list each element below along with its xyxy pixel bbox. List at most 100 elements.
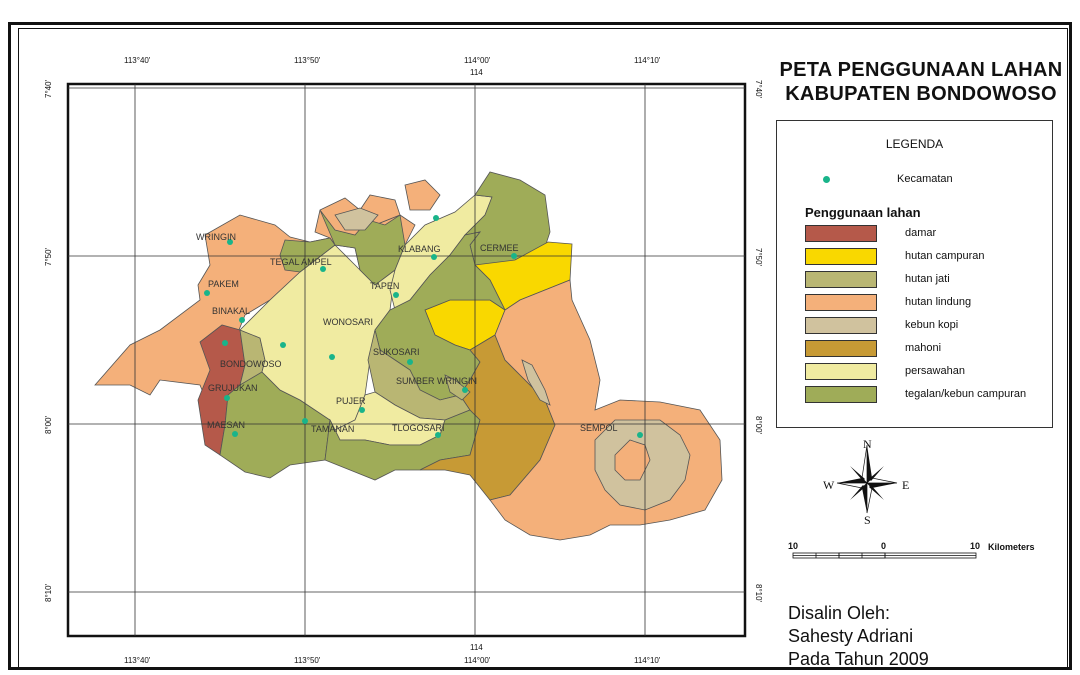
district-point-sempol [637, 432, 643, 438]
credit-line3: Pada Tahun 2009 [788, 649, 929, 669]
bottom-coord-3: 114°00' [464, 656, 491, 665]
left-coord-4: 8°10' [44, 583, 53, 602]
polygon-tegalan-tegal-ampel [279, 237, 336, 273]
right-coord-4: 8°10' [754, 584, 763, 603]
scale-bar [792, 552, 977, 559]
district-point-klabang2 [431, 254, 437, 260]
graticule [68, 84, 745, 636]
district-label-tamanan: TAMANAN [311, 424, 354, 434]
scale-label-mid: 0 [881, 541, 887, 551]
right-coord-3: 8°00' [754, 416, 763, 435]
district-point-sumber-wringin [462, 387, 468, 393]
legend-label: hutan jati [905, 273, 950, 285]
legend-label: tegalan/kebun campuran [905, 388, 1027, 400]
top-center-label: 114 [470, 68, 483, 77]
polygon-hutan-jati-ridge [444, 374, 471, 401]
left-coord-2: 7°50' [44, 247, 53, 266]
legend-label: damar [905, 227, 937, 239]
legend-swatch-hutan-campuran [805, 248, 877, 265]
compass-n: N [863, 437, 872, 451]
compass-s: S [864, 513, 871, 527]
district-points [204, 215, 643, 438]
left-coord-3: 8°00' [44, 415, 53, 434]
right-coord-1: 7°40' [754, 80, 763, 99]
district-label-binakal: BINAKAL [212, 306, 250, 316]
district-point-cermee [511, 253, 517, 259]
polygon-persawahan-center [239, 244, 396, 431]
district-point-binakal [239, 317, 245, 323]
district-label-pujer: PUJER [336, 396, 366, 406]
scale-unit: Kilometers [988, 542, 1035, 552]
legend-label: persawahan [905, 365, 965, 377]
kecamatan-label: Kecamatan [897, 173, 953, 185]
bottom-coord-2: 113°50' [294, 656, 321, 665]
district-label-klabang: KLABANG [398, 244, 441, 254]
legend-label: mahoni [905, 342, 942, 354]
credit-line2: Sahesty Adriani [788, 626, 914, 646]
legend-swatch-persawahan [805, 363, 877, 380]
compass-e: E [902, 478, 910, 492]
credit-line1: Disalin Oleh: [788, 603, 891, 623]
legend-swatch-mahoni [805, 340, 877, 357]
landuse-title: Penggunaan lahan [805, 205, 921, 220]
bottom-coord-1: 113°40' [124, 656, 151, 665]
compass-rose [836, 444, 898, 514]
right-coord-2: 7°50' [754, 248, 763, 267]
district-point-maesan [232, 431, 238, 437]
district-point-pujer [359, 407, 365, 413]
legend-swatch-kebun-kopi [805, 317, 877, 334]
district-label-wringin: WRINGIN [196, 232, 236, 242]
map-title: PETA PENGGUNAAN LAHAN KABUPATEN BONDOWOS… [776, 58, 1066, 106]
kecamatan-symbol [823, 176, 830, 183]
legend-swatch-tegalan-kebun-campuran [805, 386, 877, 403]
district-point-tegal-ampel [320, 266, 326, 272]
district-label-tapen: TAPEN [370, 281, 399, 291]
district-point-tlogosari [435, 432, 441, 438]
district-label-sempol: SEMPOL [580, 423, 618, 433]
inner-frame [18, 28, 1068, 668]
district-point-wonosari [329, 354, 335, 360]
scale-label-left: 10 [788, 541, 799, 551]
district-point-grujukan [224, 395, 230, 401]
top-coord-1: 113°40' [124, 56, 151, 65]
legend-label: hutan lindung [905, 296, 972, 308]
district-label-bondowoso: BONDOWOSO [220, 359, 282, 369]
polygon-kebun-kopi-north [334, 207, 379, 231]
district-label-wonosari: WONOSARI [323, 317, 373, 327]
top-coord-2: 113°50' [294, 56, 321, 65]
district-label-sukosari: SUKOSARI [373, 347, 420, 357]
polygon-hutan-lindung-klabang [404, 179, 441, 211]
bottom-coord-4: 114°10' [634, 656, 661, 665]
district-point-sukosari [407, 359, 413, 365]
district-label-sumber-wringin: SUMBER WRINGIN [396, 376, 477, 386]
top-coord-3: 114°00' [464, 56, 491, 65]
legend-label: kebun kopi [905, 319, 959, 331]
district-label-maesan: MAESAN [207, 420, 245, 430]
bottom-center-label: 114 [470, 643, 483, 652]
district-point-pakem [204, 290, 210, 296]
polygon-kebun-kopi-east-strip [521, 359, 551, 406]
district-label-cermee: CERMEE [480, 243, 519, 253]
credit-block: Disalin Oleh: Sahesty Adriani Pada Tahun… [788, 602, 929, 671]
district-point-tapen [393, 292, 399, 298]
compass-w: W [823, 478, 835, 492]
district-label-pakem: PAKEM [208, 279, 239, 289]
district-point-center [280, 342, 286, 348]
legend-label: hutan campuran [905, 250, 985, 262]
landuse-polygons [94, 171, 723, 541]
district-point-tamanan [302, 418, 308, 424]
top-coord-4: 114°10' [634, 56, 661, 65]
district-label-grujukan: GRUJUKAN [208, 383, 258, 393]
legend-title: LEGENDA [885, 137, 944, 151]
district-label-tegal-ampel: TEGAL AMPEL [270, 257, 332, 267]
map-title-line1: PETA PENGGUNAAN LAHAN [779, 59, 1063, 81]
map-title-line2: KABUPATEN BONDOWOSO [785, 83, 1057, 105]
district-point-bondowoso [222, 340, 228, 346]
district-label-tlogosari: TLOGOSARI [392, 423, 445, 433]
district-point-wringin [227, 239, 233, 245]
district-point-klabang [433, 215, 439, 221]
left-coord-1: 7°40' [44, 79, 53, 98]
legend-swatch-damar [805, 225, 877, 242]
scale-label-right: 10 [970, 541, 981, 551]
legend-box: LEGENDA Kecamatan Penggunaan lahan damar… [776, 120, 1053, 428]
